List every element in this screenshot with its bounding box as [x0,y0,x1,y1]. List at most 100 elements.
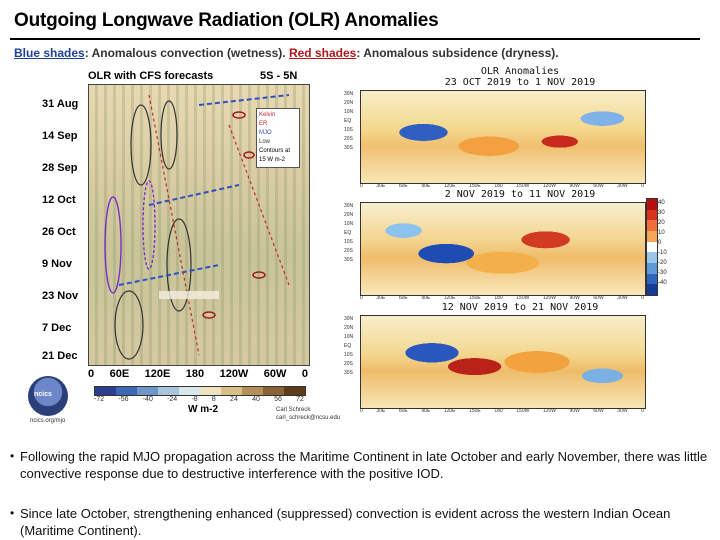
hovmoller-colorbar [94,386,306,396]
date-label: 21 Dec [42,350,78,362]
date-label: 26 Oct [42,226,76,238]
lon-label: 90E [421,295,431,301]
map-longitudes: 0 30E 60E 90E 120E 150E 180 150W 120W 90W 60W 30W 0 [360,295,644,301]
lat-label: 30S [344,370,353,376]
hovmoller-title: OLR with CFS forecasts [88,70,214,82]
colorbar-swatch [179,387,200,395]
olr-map-2 [360,202,646,296]
date-label: 14 Sep [42,130,78,142]
lon-label: 120E [443,295,456,301]
lat-label: 10S [344,239,353,245]
lon-label: 120W [542,295,556,301]
lon-label: 60W [263,368,287,380]
credit-email: carl_schreck@ncsu.edu [276,415,341,421]
longitude-axis: 0 60E 120E 180 120W 60W 0 [88,368,308,380]
lon-label: 60W [593,183,604,189]
lat-label: 20N [344,212,354,218]
legend-mjo: MJO [259,130,272,136]
lon-label: 0 [360,295,363,301]
lon-label: 150E [469,408,481,414]
lon-label: 120W [219,368,249,380]
olr-anomaly-maps: OLR Anomalies 23 OCT 2019 to 1 NOV 2019 … [344,64,674,414]
ncics-logo [28,376,68,416]
map-colorbar [646,198,658,296]
scale-swatch [647,263,657,274]
scale-swatch [647,231,657,242]
legend-contours: Contours at [259,148,291,154]
legend-kelvin: Kelvin [259,112,276,118]
scale-label: 10 [658,230,665,236]
olr-map-1 [360,90,646,184]
scale-swatch [647,273,657,285]
lat-label: 10N [344,109,354,115]
bullet-dot: • [10,506,15,520]
lon-label: 0 [301,368,308,380]
ncics-logo-text: ncics [34,391,52,398]
lon-label: 150E [469,295,481,301]
lon-label: 120E [443,183,456,189]
title-divider [10,38,700,40]
scale-label: -40 [658,280,667,286]
lon-label: 30E [376,183,386,189]
scale-label: -30 [658,270,667,276]
colorbar-tick: -72 [94,396,105,403]
lon-label: 60E [398,183,408,189]
lon-label: 60E [109,368,130,380]
lon-label: 0 [88,368,95,380]
subtitle-subsidence-text: : Anomalous subsidence (dryness). [356,46,559,60]
colorbar-tick: 56 [274,396,282,403]
scale-swatch [647,252,657,264]
subtitle: Blue shades: Anomalous convection (wetne… [14,46,559,60]
colorbar-swatch [200,387,221,395]
map-longitudes: 0 30E 60E 90E 120E 150E 180 150W 120W 90W 60W 30W 0 [360,183,644,189]
lon-label: 120E [443,408,456,414]
lon-label: 60E [398,295,408,301]
lon-label: 0 [360,408,363,414]
colorbar-units: W m-2 [188,404,218,415]
hovmoller-figure: OLR with CFS forecasts 5S - 5N 31 Aug 14… [28,70,340,432]
lon-label: 180 [185,368,205,380]
colorbar-swatch [242,387,263,395]
ncics-url: ncics.org/mjo [30,418,66,424]
date-label: 31 Aug [42,98,79,110]
date-label: 12 Oct [42,194,76,206]
lat-label: 10S [344,127,353,133]
colorbar-tick: -24 [167,396,178,403]
lon-label: 180 [494,183,503,189]
lon-label: 30W [617,295,628,301]
colorbar-tick: 40 [252,396,260,403]
lon-label: 30E [376,295,386,301]
subtitle-convection-text: : Anomalous convection (wetness). [84,46,289,60]
lon-label: 0 [641,295,644,301]
lat-label: 20S [344,248,353,254]
lon-label: 180 [494,408,503,414]
lon-label: 60W [593,408,604,414]
lat-label: 30N [344,203,354,209]
map-longitudes: 0 30E 60E 90E 120E 150E 180 150W 120W 90W 60W 30W 0 [360,408,644,414]
lon-label: 150W [516,183,530,189]
colorbar-tick: -8 [191,396,198,403]
olr-map-3 [360,315,646,409]
lat-label: 30N [344,316,354,322]
scale-label: 20 [658,220,665,226]
lon-label: 90W [569,295,580,301]
hovmoller-contours [104,94,290,360]
map-colorbar-labels: 40 30 20 10 0 -10 -20 -30 -40 [658,198,667,288]
lat-label: 20S [344,361,353,367]
lat-label: EQ [344,343,352,349]
lat-label: 30N [344,91,354,97]
lon-label: 120W [542,408,556,414]
subtitle-blue-shades: Blue shades [14,46,85,60]
lon-label: 30E [376,408,386,414]
scale-label: -10 [658,250,667,256]
credit: Carl Schreck carl_schreck@ncsu.edu [276,406,340,422]
colorbar-tick: 24 [230,396,238,403]
scale-swatch [647,220,657,232]
map-latitudes: 30N 20N 10N EQ 10S 20S 30S [344,90,360,153]
legend-low: Low [259,139,271,145]
lon-label: 90W [569,408,580,414]
subtitle-red-shades: Red shades [288,46,357,60]
lon-label: 150W [516,408,530,414]
lon-label: 60W [593,295,604,301]
lon-label: 0 [360,183,363,189]
